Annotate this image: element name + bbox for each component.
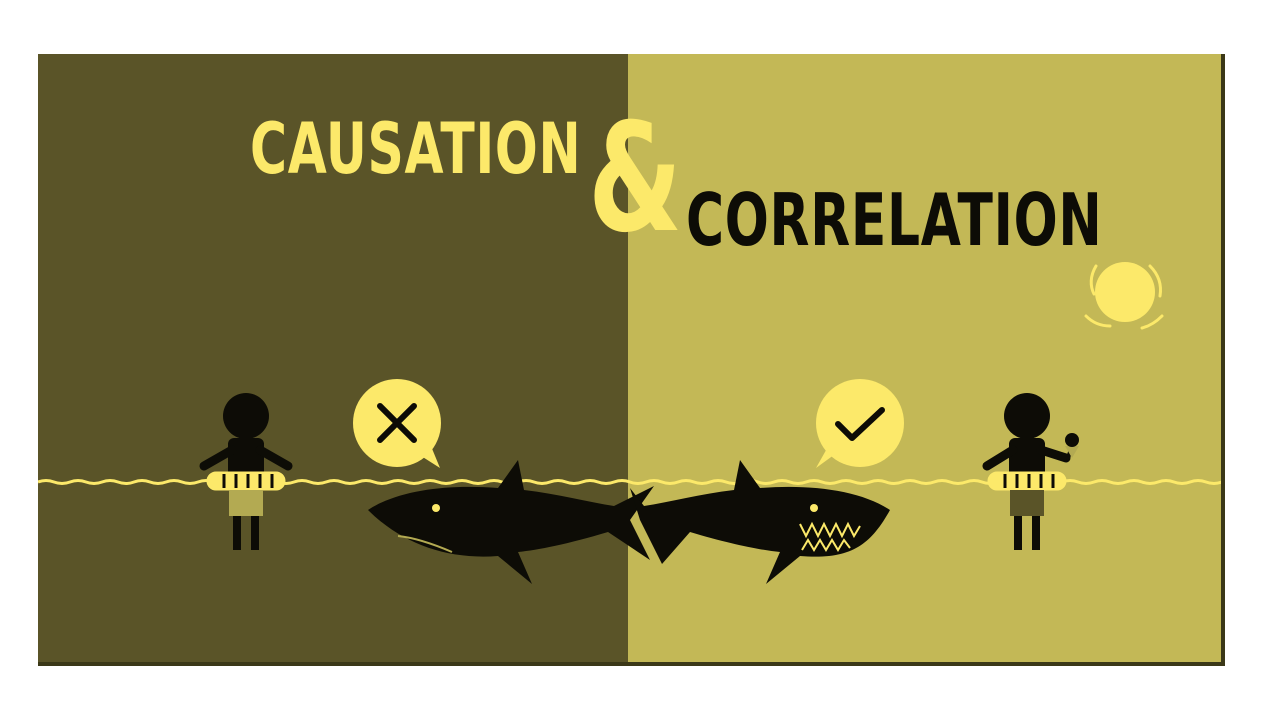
left-swimmer-leg-left: [233, 516, 241, 550]
left-speech-bubble: [353, 379, 441, 468]
right-swimmer: [982, 393, 1079, 550]
left-swimmer: [199, 393, 293, 550]
title-correlation: CORRELATION: [686, 178, 1103, 262]
left-swimmer-arm-left: [199, 445, 237, 471]
sun-icon: [1084, 262, 1164, 330]
left-swimmer-leg-right: [251, 516, 259, 550]
causation-panel: [38, 54, 628, 662]
right-swimmer-head: [1004, 393, 1050, 439]
right-swimmer-arm-left: [982, 445, 1018, 471]
illustration-frame: CAUSATION & CORRELATION: [38, 54, 1225, 666]
check-mark-icon: [835, 407, 885, 441]
right-swim-ring-stripes: [1003, 474, 1055, 488]
left-swim-ring-stripes: [222, 474, 274, 488]
title-ampersand: &: [588, 92, 683, 266]
right-swim-ring: [987, 471, 1067, 491]
right-swimmer-leg-right: [1032, 516, 1040, 550]
left-swimmer-head: [223, 393, 269, 439]
right-shark: [630, 460, 890, 584]
right-swimmer-arm-right: [1036, 445, 1071, 463]
title-causation: CAUSATION: [250, 108, 582, 190]
left-shark: [368, 460, 654, 584]
right-swimmer-leg-left: [1014, 516, 1022, 550]
left-swimmer-shorts: [229, 490, 263, 516]
ice-cream-icon: [1065, 433, 1079, 460]
left-swim-ring: [206, 471, 286, 491]
right-swimmer-shorts: [1010, 490, 1044, 516]
correlation-panel: [628, 54, 1221, 662]
right-speech-bubble: [816, 379, 904, 468]
illustration-art: [38, 262, 1221, 584]
left-swimmer-arm-right: [255, 445, 293, 471]
x-mark-icon: [377, 403, 417, 443]
